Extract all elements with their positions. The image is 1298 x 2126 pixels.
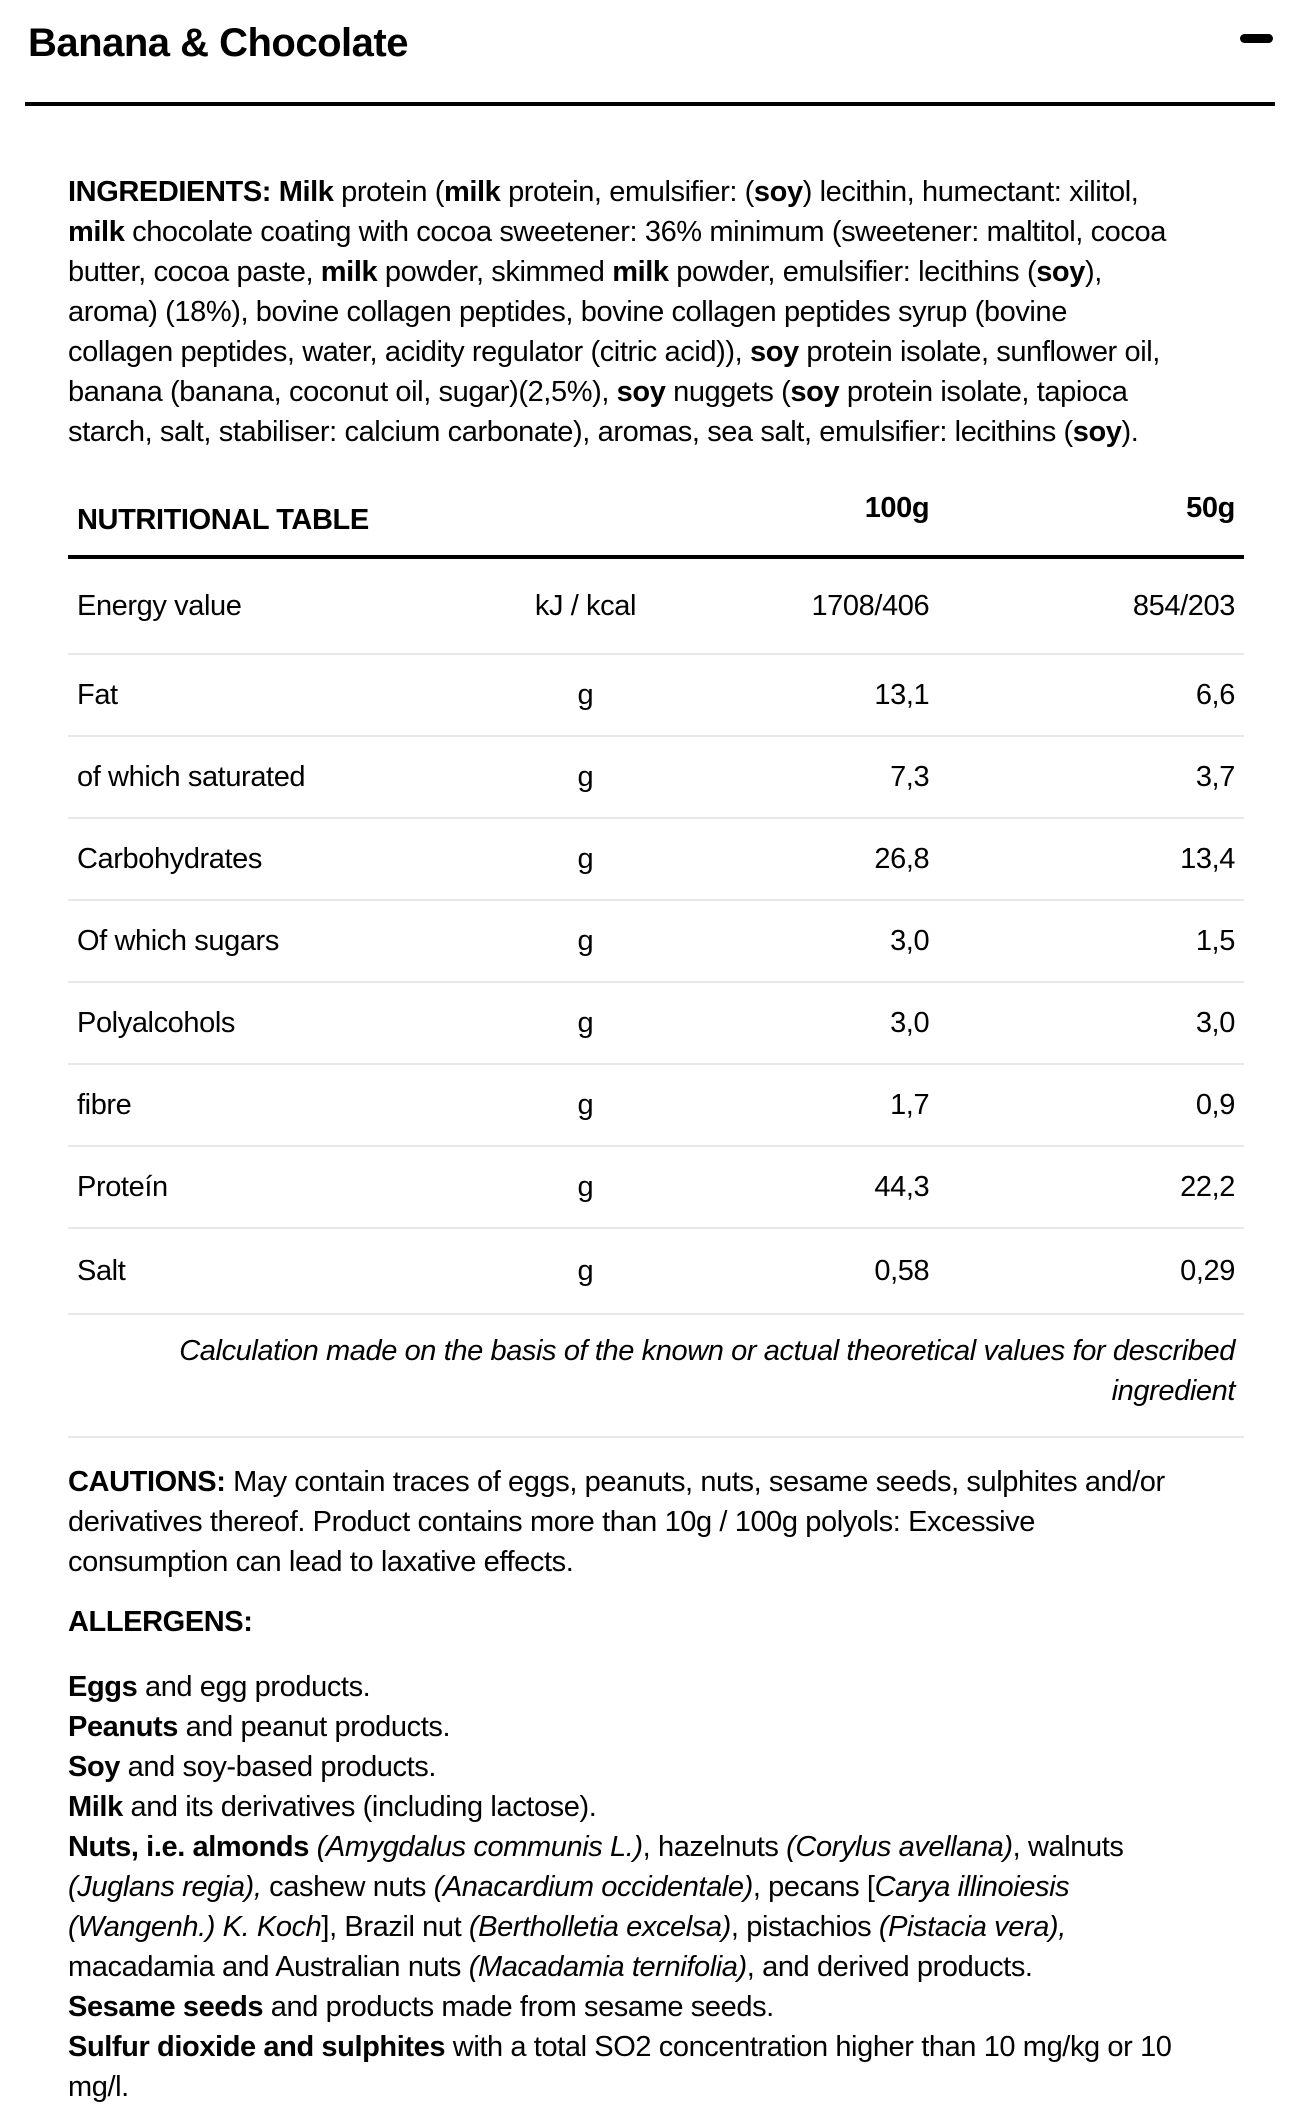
nutrition-table-title: NUTRITIONAL TABLE [77, 504, 369, 536]
row-unit: kJ / kcal [534, 589, 637, 622]
table-row: Fat g 13,1 6,6 [68, 655, 1244, 737]
row-label: Energy value [77, 589, 242, 622]
row-value-100g: 7,3 [890, 760, 930, 793]
product-title: Banana & Chocolate [28, 21, 408, 65]
nutrition-table: NUTRITIONAL TABLE 100g 50g Energy value … [68, 488, 1244, 1438]
row-value-100g: 3,0 [890, 924, 930, 957]
allergen-item: Sulfur dioxide and sulphites with a tota… [68, 2031, 1172, 2103]
allergen-item: Eggs and egg products. [68, 1671, 371, 1703]
collapse-minus-icon[interactable] [1240, 34, 1273, 43]
row-label: Fat [77, 678, 118, 711]
row-value-50g: 3,0 [1195, 1006, 1236, 1039]
row-value-100g: 13,1 [874, 678, 930, 711]
row-label: Of which sugars [77, 924, 279, 957]
row-unit: g [577, 678, 594, 711]
row-label: Salt [77, 1254, 126, 1287]
table-row: of which saturated g 7,3 3,7 [68, 737, 1244, 819]
allergen-item: Soy and soy-based products. [68, 1751, 437, 1783]
row-unit: g [577, 842, 594, 875]
row-value-50g: 6,6 [1195, 678, 1236, 711]
accordion-header[interactable]: Banana & Chocolate [0, 0, 1298, 63]
row-unit: g [577, 760, 594, 793]
header-divider [25, 102, 1275, 106]
allergen-item: Nuts, i.e. almonds (Amygdalus communis L… [68, 1831, 1124, 1983]
allergen-item: Peanuts and peanut products. [68, 1711, 451, 1743]
row-label: of which saturated [77, 760, 306, 793]
row-value-100g: 3,0 [890, 1006, 930, 1039]
row-label: Carbohydrates [77, 842, 263, 875]
row-unit: g [577, 1088, 594, 1121]
cautions-paragraph: CAUTIONS: May contain traces of eggs, pe… [68, 1466, 1165, 1578]
nutrition-table-note: Calculation made on the basis of the kno… [68, 1315, 1244, 1438]
table-row: fibre g 1,7 0,9 [68, 1065, 1244, 1147]
row-value-50g: 1,5 [1195, 924, 1236, 957]
row-value-100g: 44,3 [874, 1170, 930, 1203]
column-header-100g: 100g [864, 492, 930, 524]
row-unit: g [577, 1254, 594, 1287]
row-label: Proteín [77, 1170, 168, 1203]
row-value-50g: 13,4 [1180, 842, 1235, 875]
table-row: Of which sugars g 3,0 1,5 [68, 901, 1244, 983]
row-unit: g [577, 1006, 594, 1039]
allergens-heading: ALLERGENS: [68, 1606, 253, 1638]
table-row: Carbohydrates g 26,8 13,4 [68, 819, 1244, 901]
nutrition-table-header: NUTRITIONAL TABLE 100g 50g [68, 488, 1244, 559]
allergen-item: Milk and its derivatives (including lact… [68, 1791, 597, 1823]
row-value-50g: 3,7 [1195, 760, 1236, 793]
table-row: Polyalcohols g 3,0 3,0 [68, 983, 1244, 1065]
table-row: Proteín g 44,3 22,2 [68, 1147, 1244, 1229]
ingredients-paragraph: INGREDIENTS: Milk protein (milk protein,… [68, 176, 1166, 448]
row-value-50g: 0,29 [1180, 1254, 1235, 1287]
row-value-50g: 0,9 [1195, 1088, 1236, 1121]
row-value-100g: 0,58 [874, 1254, 930, 1287]
row-label: fibre [77, 1088, 132, 1121]
table-row: Energy value kJ / kcal 1708/406 854/203 [68, 559, 1244, 655]
row-value-100g: 1708/406 [811, 589, 930, 622]
row-value-50g: 854/203 [1132, 589, 1235, 622]
allergen-item: Sesame seeds and products made from sesa… [68, 1991, 774, 2023]
nutrition-table-rows: Energy value kJ / kcal 1708/406 854/203 … [68, 559, 1244, 1315]
table-row: Salt g 0,58 0,29 [68, 1229, 1244, 1315]
row-value-50g: 22,2 [1180, 1170, 1235, 1203]
accordion-content: INGREDIENTS: Milk protein (milk protein,… [68, 172, 1244, 2107]
row-label: Polyalcohols [77, 1006, 236, 1039]
row-value-100g: 26,8 [874, 842, 930, 875]
allergen-list: Eggs and egg products. Peanuts and peanut… [68, 1667, 1244, 2107]
row-unit: g [577, 924, 594, 957]
row-value-100g: 1,7 [890, 1088, 930, 1121]
column-header-50g: 50g [1186, 492, 1235, 524]
row-unit: g [577, 1170, 594, 1203]
